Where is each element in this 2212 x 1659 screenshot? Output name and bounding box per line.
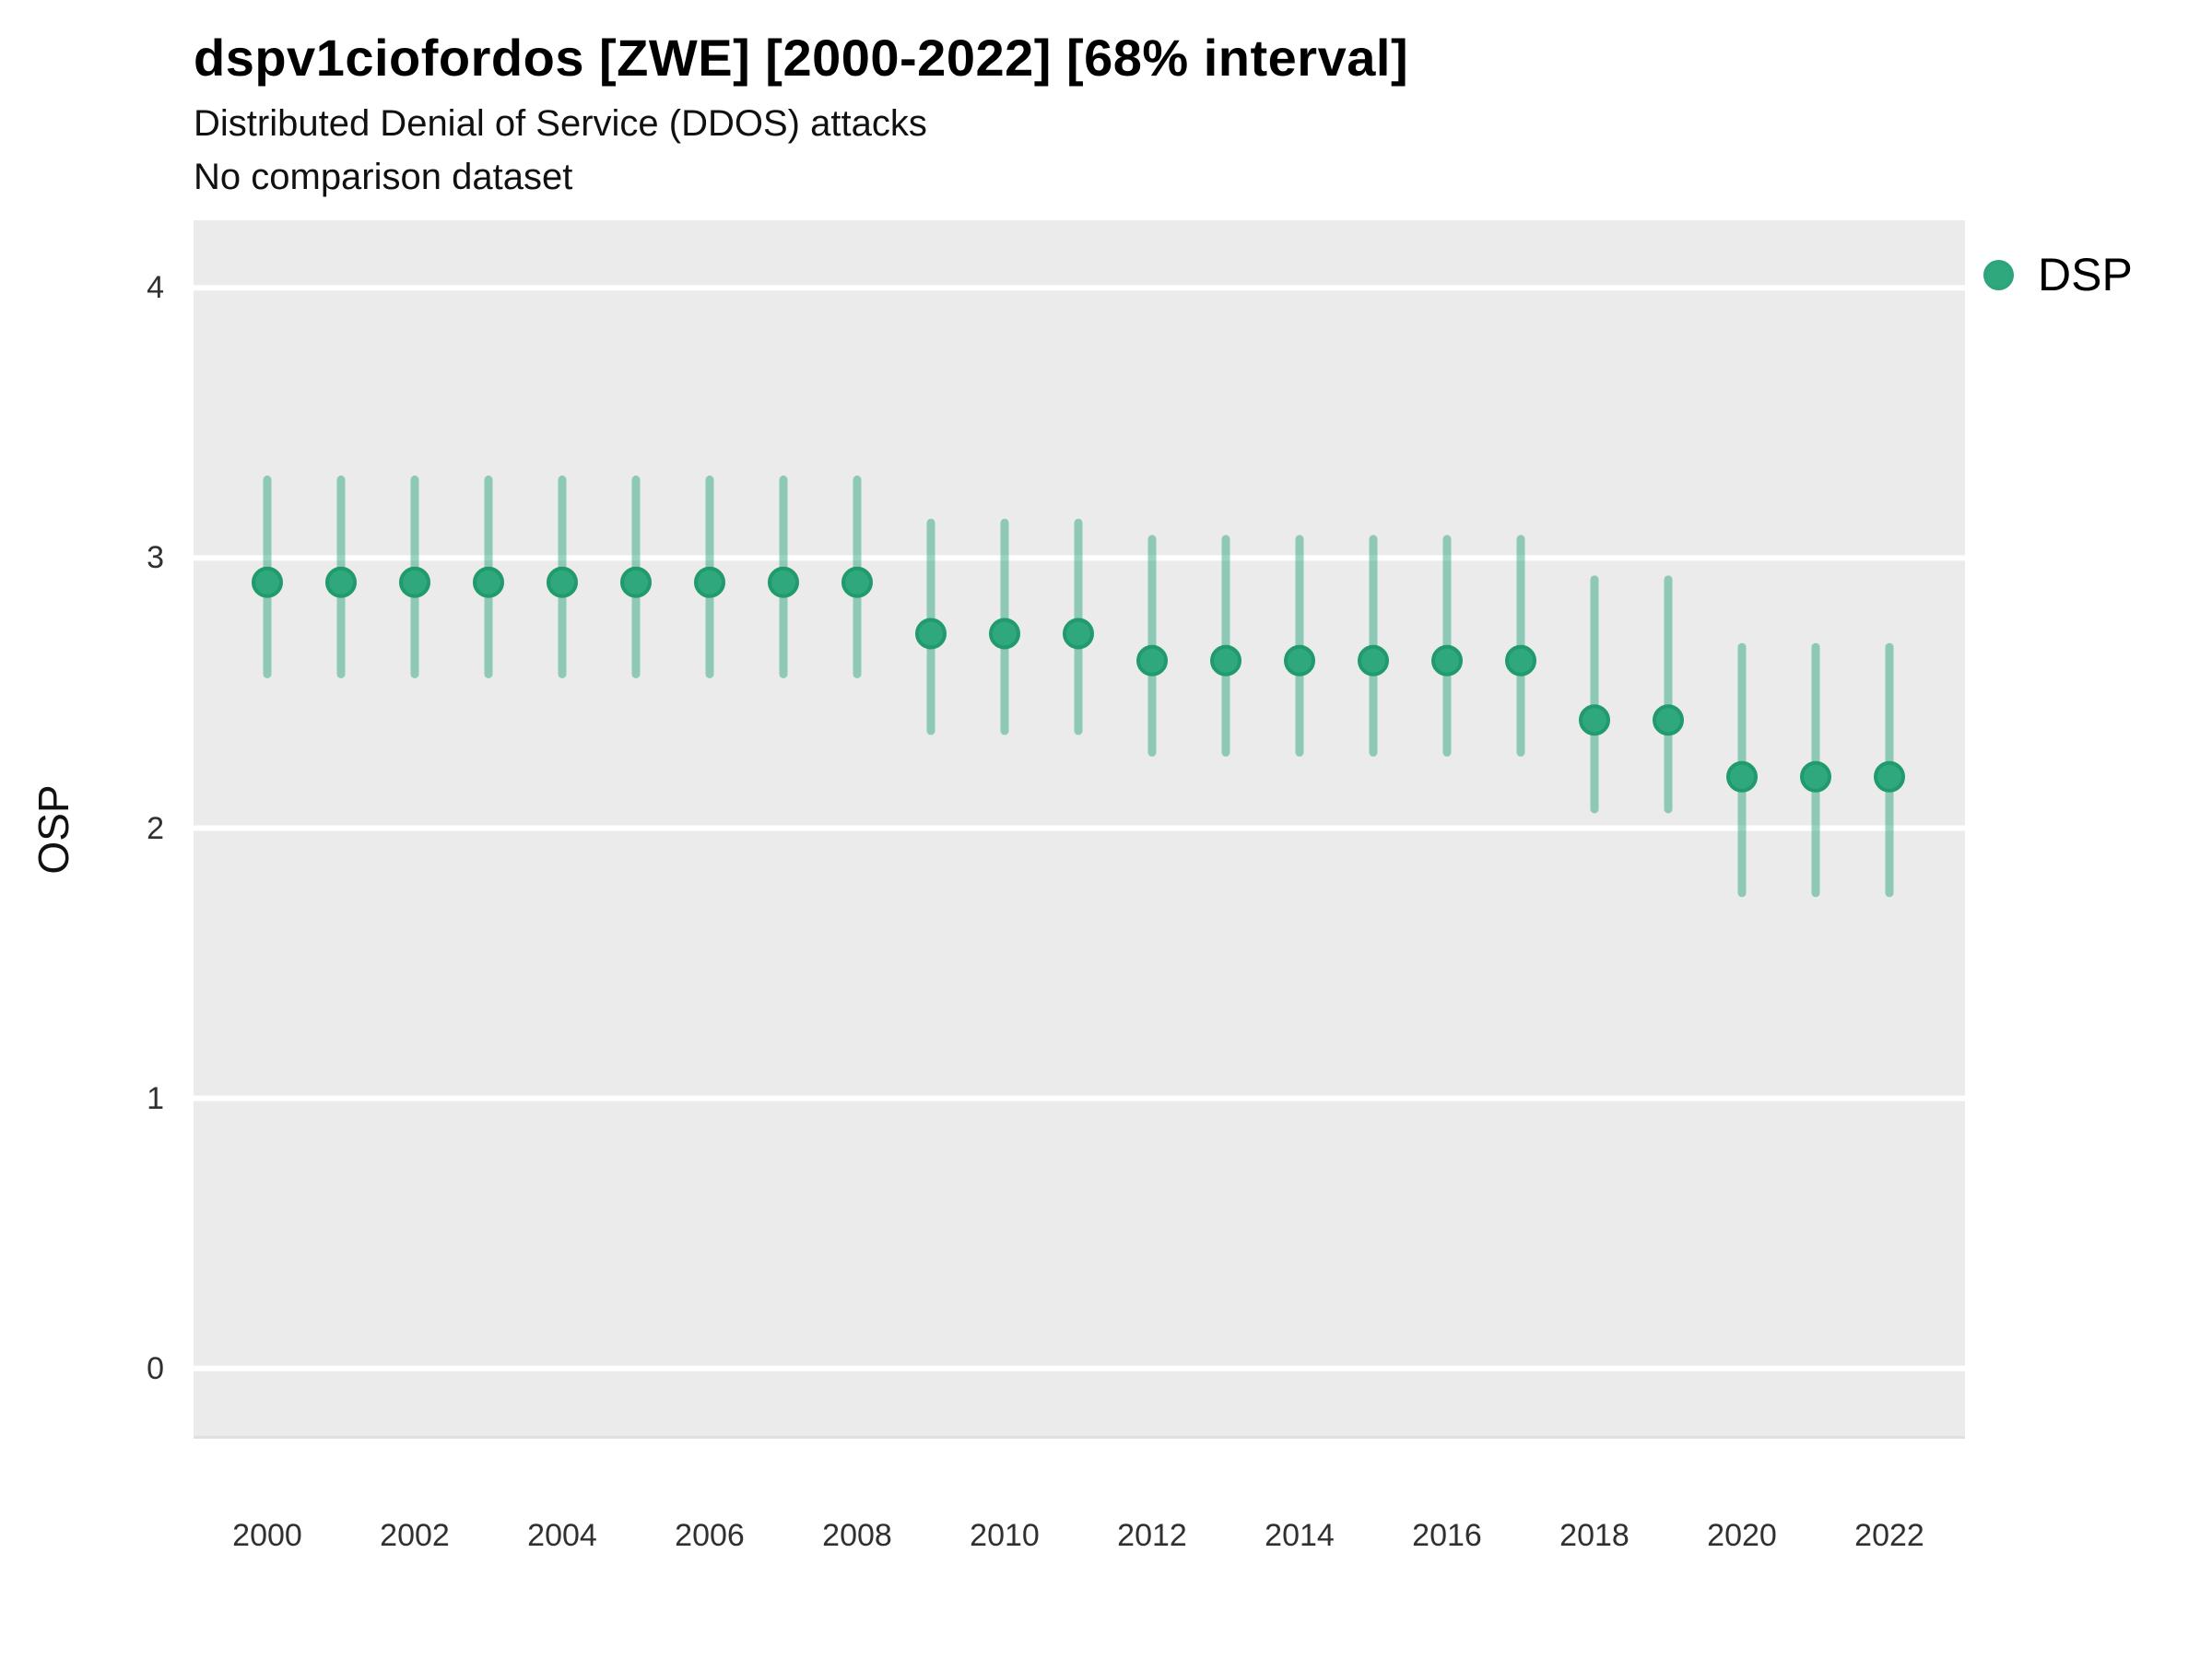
- x-tick-label-2020: 2020: [1707, 1518, 1777, 1553]
- x-tick-label-2002: 2002: [380, 1518, 450, 1553]
- x-tick-label-2016: 2016: [1412, 1518, 1482, 1553]
- x-tick-label-2000: 2000: [232, 1518, 302, 1553]
- chart-subtitle: Distributed Denial of Service (DDOS) att…: [194, 103, 927, 144]
- x-tick-label-2012: 2012: [1117, 1518, 1187, 1553]
- plot-area: [194, 220, 1965, 1439]
- data-point-2017: [1505, 644, 1536, 677]
- data-point-2021: [1800, 760, 1831, 793]
- x-tick-label-2022: 2022: [1854, 1518, 1924, 1553]
- x-tick-label-2008: 2008: [822, 1518, 892, 1553]
- comparison-note: No comparison dataset: [194, 157, 573, 197]
- y-tick-label-4: 4: [147, 270, 164, 306]
- data-point-2009: [915, 618, 947, 650]
- y-tick-label-1: 1: [147, 1080, 164, 1116]
- x-tick-label-2018: 2018: [1559, 1518, 1630, 1553]
- x-tick-label-2014: 2014: [1265, 1518, 1335, 1553]
- chart-title: dspv1ciofordos [ZWE] [2000-2022] [68% in…: [194, 29, 1409, 87]
- data-point-2004: [547, 566, 578, 598]
- chart-canvas: [194, 285, 1965, 1371]
- y-tick-label-3: 3: [147, 540, 164, 576]
- y-tick-label-0: 0: [147, 1350, 164, 1386]
- data-point-2020: [1726, 760, 1758, 793]
- data-point-2005: [620, 566, 652, 598]
- data-point-2013: [1210, 644, 1241, 677]
- y-axis-title: OSP: [29, 784, 77, 875]
- legend-item-dsp[interactable]: DSP: [1983, 247, 2133, 302]
- data-point-2018: [1579, 704, 1610, 736]
- data-point-2006: [694, 566, 725, 598]
- data-point-2002: [399, 566, 430, 598]
- data-point-2012: [1136, 644, 1168, 677]
- x-tick-label-2006: 2006: [675, 1518, 745, 1553]
- data-point-2003: [473, 566, 504, 598]
- data-point-2010: [989, 618, 1020, 650]
- data-point-2015: [1358, 644, 1389, 677]
- data-point-2011: [1063, 618, 1094, 650]
- data-point-2022: [1874, 760, 1905, 793]
- data-point-2016: [1431, 644, 1463, 677]
- data-point-2007: [768, 566, 799, 598]
- y-tick-label-2: 2: [147, 810, 164, 846]
- legend-marker-icon: [1983, 259, 2014, 290]
- data-point-2008: [841, 566, 873, 598]
- x-tick-label-2010: 2010: [970, 1518, 1040, 1553]
- legend-label: DSP: [2038, 249, 2133, 300]
- data-point-2000: [252, 566, 283, 598]
- data-point-2001: [325, 566, 357, 598]
- data-point-2014: [1284, 644, 1315, 677]
- x-tick-label-2004: 2004: [527, 1518, 597, 1553]
- data-point-2019: [1653, 704, 1684, 736]
